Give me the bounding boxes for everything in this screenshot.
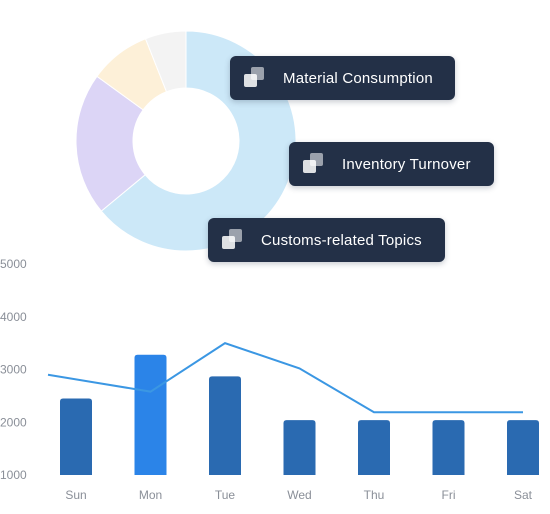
y-tick-label: 2000 (0, 415, 27, 429)
tag-label: Inventory Turnover (342, 155, 471, 173)
donut-slice-1 (75, 75, 146, 212)
bar-tue[interactable] (209, 376, 241, 475)
trend-line (47, 342, 523, 414)
x-tick-label: Sat (514, 488, 533, 502)
y-tick-label: 4000 (0, 310, 27, 324)
material-consumption-tag[interactable]: Material Consumption (230, 56, 455, 100)
stacked-squares-icon (222, 229, 244, 251)
bar-thu[interactable] (358, 420, 390, 475)
bar-sun[interactable] (60, 398, 92, 475)
y-tick-label: 3000 (0, 363, 27, 377)
weekly-bar-line-chart: 1000 2000 3000 4000 5000 Sun Mon Tue Wed Thu Fri Sa… (0, 257, 539, 502)
stacked-squares-icon (244, 67, 266, 89)
tag-label: Material Consumption (283, 69, 433, 87)
tag-label: Customs-related Topics (261, 231, 422, 249)
x-tick-label: Wed (287, 488, 311, 502)
x-tick-label: Mon (139, 488, 162, 502)
y-tick-label: 1000 (0, 468, 27, 482)
inventory-turnover-tag[interactable]: Inventory Turnover (289, 142, 494, 186)
x-tick-label: Fri (442, 488, 456, 502)
x-tick-label: Sun (65, 488, 86, 502)
bar-wed[interactable] (283, 420, 316, 475)
y-tick-label: 5000 (0, 257, 27, 271)
x-tick-label: Tue (215, 488, 236, 502)
stacked-squares-icon (303, 153, 325, 175)
donut-slice-3 (144, 30, 187, 93)
x-tick-label: Thu (364, 488, 385, 502)
bar-fri[interactable] (432, 420, 465, 475)
bar-mon[interactable] (134, 354, 167, 475)
bar-sat[interactable] (507, 420, 539, 475)
customs-related-topics-tag[interactable]: Customs-related Topics (208, 218, 445, 262)
